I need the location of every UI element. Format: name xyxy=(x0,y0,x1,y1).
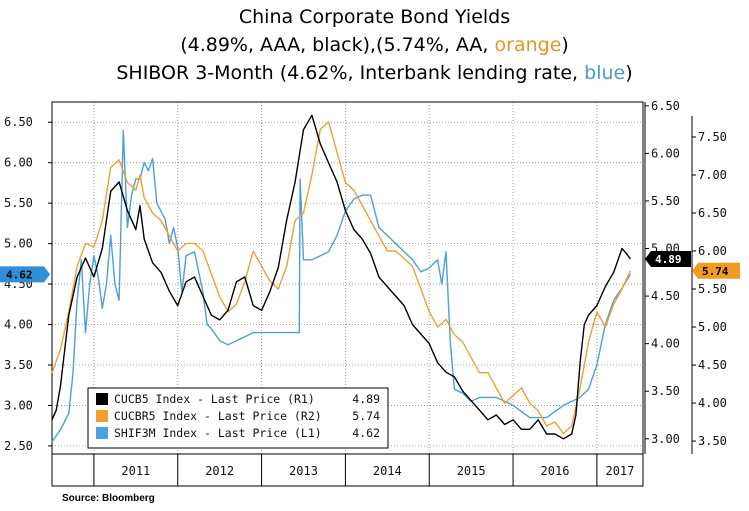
left-tick-label: 5.50 xyxy=(4,196,33,210)
chart-title-line-2: (4.89%, AAA, black),(5.74%, AA, orange) xyxy=(0,32,749,58)
plot-frame xyxy=(51,101,644,487)
right-outer-tick-label: 3.50 xyxy=(698,434,727,448)
right-outer-tick-label: 7.50 xyxy=(698,130,727,144)
left-tick-label: 4.00 xyxy=(4,318,33,332)
left-tick-label: 6.00 xyxy=(4,156,33,170)
last-price-tag-black-label: 4.89 xyxy=(655,253,682,266)
title-text: ) xyxy=(561,34,569,56)
legend-swatch xyxy=(96,427,108,439)
left-tick-label: 6.50 xyxy=(4,115,33,129)
legend-swatch xyxy=(96,393,108,405)
x-tick-label: 2013 xyxy=(289,464,318,478)
title-color-word-orange: orange xyxy=(494,34,562,56)
right-inner-tick-label: 5.50 xyxy=(651,194,680,208)
right-outer-tick-label: 4.00 xyxy=(698,396,727,410)
title-text: (4.89%, AAA, black),(5.74%, AA, xyxy=(180,34,495,56)
last-price-tag-blue-label: 4.62 xyxy=(6,268,33,281)
right-outer-tick-label: 6.00 xyxy=(698,244,727,258)
x-tick-label: 2014 xyxy=(373,464,402,478)
x-tick-label: 2012 xyxy=(205,464,234,478)
chart-legend: CUCB5 Index - Last Price (R1) 4.89 CUCBR5 … xyxy=(87,387,389,449)
left-tick-label: 2.50 xyxy=(4,439,33,453)
last-price-tags: 4.62 4.89 5.74 xyxy=(0,250,740,283)
legend-label: CUCBR5 Index - Last Price (R2) xyxy=(114,409,322,423)
right-inner-tick-label: 6.50 xyxy=(651,99,680,113)
title-text: SHIBOR 3-Month (4.62%, Interbank lending… xyxy=(116,62,585,84)
x-tick-label: 2016 xyxy=(541,464,570,478)
last-price-tag-orange-label: 5.74 xyxy=(702,265,729,278)
legend-value: 4.62 xyxy=(352,426,380,440)
right-inner-tick-label: 4.50 xyxy=(651,289,680,303)
right-inner-tick-label: 6.00 xyxy=(651,146,680,160)
chart-series xyxy=(51,114,632,443)
left-tick-label: 3.50 xyxy=(4,358,33,372)
right-outer-tick-label: 5.00 xyxy=(698,320,727,334)
title-color-word-blue: blue xyxy=(584,62,626,84)
chart-grid xyxy=(52,102,643,454)
title-text: ) xyxy=(625,62,633,84)
legend-swatch xyxy=(96,410,108,422)
chart-axes: 6.50 6.00 5.50 5.00 4.50 4.00 3.50 3.00 2.50 2011… xyxy=(4,99,727,487)
series-line-black xyxy=(51,114,631,440)
x-tick-label: 2015 xyxy=(457,464,486,478)
right-outer-tick-label: 6.50 xyxy=(698,206,727,220)
last-price-tag-black xyxy=(645,250,691,267)
legend-value: 5.74 xyxy=(352,409,380,423)
title-text: China Corporate Bond Yields xyxy=(238,6,511,28)
left-tick-label: 3.00 xyxy=(4,398,33,412)
series-line-blue xyxy=(51,129,631,443)
chart-title-line-1: China Corporate Bond Yields xyxy=(0,4,749,30)
last-price-tag-blue xyxy=(0,266,50,283)
series-line-orange xyxy=(51,121,632,435)
left-tick-label: 5.00 xyxy=(4,237,33,251)
legend-box xyxy=(87,387,389,449)
x-tick-label: 2011 xyxy=(121,464,150,478)
chart-title-line-3: SHIBOR 3-Month (4.62%, Interbank lending… xyxy=(0,60,749,86)
right-outer-tick-label: 4.50 xyxy=(698,358,727,372)
legend-label: CUCB5 Index - Last Price (R1) xyxy=(114,392,315,406)
right-inner-tick-label: 3.00 xyxy=(651,432,680,446)
x-tick-label: 2017 xyxy=(605,464,634,478)
right-outer-tick-label: 5.50 xyxy=(698,282,727,296)
right-inner-tick-label: 3.50 xyxy=(651,384,680,398)
legend-value: 4.89 xyxy=(352,392,380,406)
right-inner-tick-label: 4.00 xyxy=(651,337,680,351)
source-note: Source: Bloomberg xyxy=(62,493,155,504)
legend-label: SHIF3M Index - Last Price (L1) xyxy=(114,426,322,440)
last-price-tag-orange xyxy=(692,262,740,279)
right-outer-tick-label: 7.00 xyxy=(698,168,727,182)
